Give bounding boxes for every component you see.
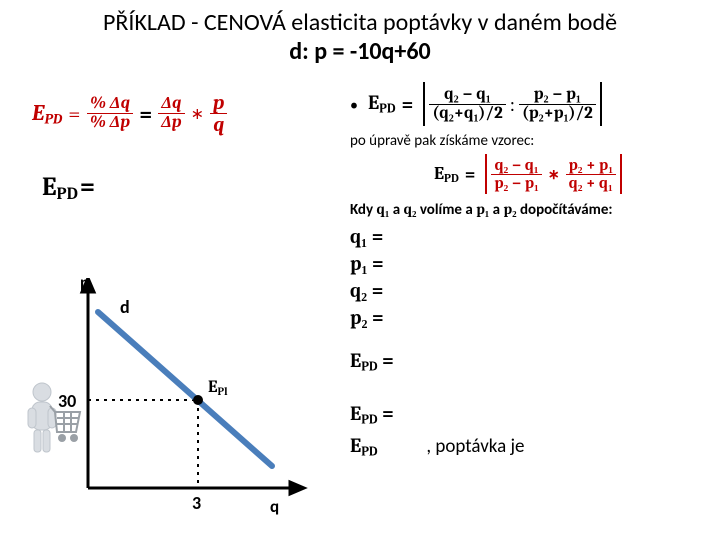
x-tick-3: 3 — [192, 492, 201, 514]
q1-line: q₁ = — [350, 223, 710, 250]
axis-q-label: q — [270, 496, 279, 517]
epd-symbol: EPD — [32, 100, 62, 128]
right-column: • EPD = q₂ − q₁ (q₂+q₁)/2 : p₂ − p₁ (p₂+… — [350, 82, 710, 459]
mult-1: ∗ — [191, 104, 204, 123]
arc-formula: EPD = q₂ − q₁ (q₂+q₁)/2 : p₂ − p₁ (p₂+p₁… — [368, 82, 606, 126]
arc-formula-row: • EPD = q₂ − q₁ (q₂+q₁)/2 : p₂ − p₁ (p₂+… — [350, 82, 710, 126]
demand-conclusion: EPD , poptávka je — [350, 434, 710, 459]
figure-icon — [20, 378, 90, 458]
equals-1: = — [68, 101, 80, 127]
dq-dp-fraction: Δq Δp — [158, 95, 184, 132]
line-d-label: d — [120, 296, 130, 318]
p-q-fraction: p q — [210, 92, 227, 135]
slide: PŘÍKLAD - CENOVÁ elasticita poptávky v d… — [0, 0, 720, 540]
note-text: po úpravě pak získáme vzorec: — [350, 132, 710, 150]
axis-p-label: p — [80, 272, 89, 293]
left-formula: EPD = % Δq % Δp = Δq Δp ∗ p q — [32, 92, 228, 135]
demand-line — [98, 312, 272, 466]
value-lines: q₁ = p₁ = q₂ = p₂ = — [350, 223, 710, 331]
p2-line: p₂ = — [350, 304, 710, 331]
q2-line: q₂ = — [350, 277, 710, 304]
epd-equals-large: EPD= — [42, 172, 95, 204]
bullet-icon: • — [350, 96, 358, 115]
equals-2: = — [139, 101, 152, 127]
demand-chart: p q d EPl 30 3 — [50, 278, 310, 518]
p1-line: p₁ = — [350, 250, 710, 277]
choose-text: Kdy q₁ a q₂ volíme a p₁ a p₂ dopočítávám… — [350, 200, 710, 219]
title-line2: d: p = -10q+60 — [0, 37, 720, 66]
point-epl — [193, 395, 203, 405]
epd-result-2: EPD = — [350, 402, 710, 427]
pct-fraction: % Δq % Δp — [87, 95, 134, 132]
point-label: EPl — [208, 378, 228, 398]
simplified-formula: EPD = q₂ − q₁ p₂ − p₁ ∗ p₂ + p₁ q₂ + q₁ — [350, 154, 710, 194]
slide-title: PŘÍKLAD - CENOVÁ elasticita poptávky v d… — [0, 8, 720, 66]
epd-result-1: EPD = — [350, 349, 710, 374]
title-line1: PŘÍKLAD - CENOVÁ elasticita poptávky v d… — [0, 8, 720, 37]
